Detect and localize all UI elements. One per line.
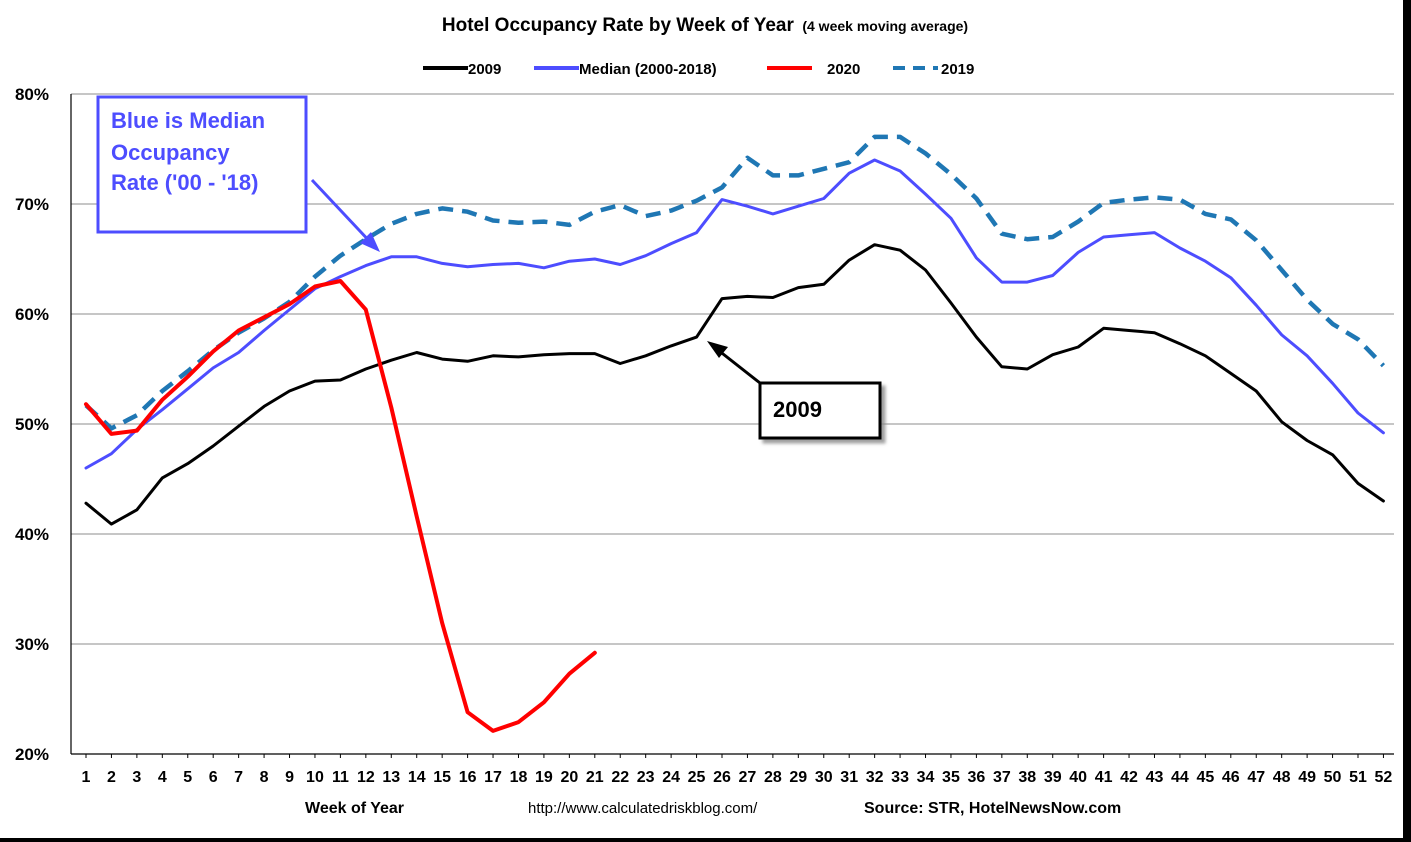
x-tick-label: 48 — [1273, 769, 1291, 786]
x-tick-label: 13 — [382, 769, 400, 786]
x-tick-label: 20 — [560, 769, 578, 786]
x-tick-label: 1 — [82, 769, 91, 786]
x-tick-label: 24 — [662, 769, 680, 786]
x-tick-label: 43 — [1146, 769, 1164, 786]
x-tick-label: 42 — [1120, 769, 1138, 786]
annotation-2009-arrow — [717, 348, 761, 385]
legend-label-median: Median (2000-2018) — [579, 61, 717, 78]
x-tick-label: 49 — [1298, 769, 1316, 786]
legend-item-median: Median (2000-2018) — [534, 61, 717, 78]
x-tick-label: 4 — [158, 769, 167, 786]
x-tick-label: 38 — [1018, 769, 1036, 786]
series-line-2019 — [84, 134, 1386, 431]
x-tick-label: 8 — [260, 769, 269, 786]
legend-label-2009: 2009 — [468, 61, 501, 78]
median-annotation: Blue is Median Occupancy Rate ('00 - '18… — [96, 95, 380, 252]
x-tick-label: 41 — [1095, 769, 1113, 786]
x-tick-label: 5 — [183, 769, 192, 786]
x-tick-label: 3 — [132, 769, 141, 786]
x-tick-label: 21 — [586, 769, 604, 786]
x-tick-label: 36 — [968, 769, 986, 786]
y-tick-label: 40% — [15, 525, 49, 544]
x-tick-label: 45 — [1196, 769, 1214, 786]
chart-title: Hotel Occupancy Rate by Week of Year (4 … — [442, 15, 968, 36]
legend: 2009 Median (2000-2018) 2020 2019 — [423, 61, 974, 78]
source-credit: Source: STR, HotelNewsNow.com — [864, 800, 1121, 817]
legend-label-2020: 2020 — [827, 61, 860, 78]
y-tick-label: 70% — [15, 195, 49, 214]
axes — [70, 94, 1394, 755]
series-lines — [84, 134, 1386, 733]
x-tick-label: 7 — [234, 769, 243, 786]
median-annotation-line-2: Occupancy — [111, 140, 230, 165]
median-annotation-text: Blue is Median Occupancy Rate ('00 - '18… — [111, 108, 271, 195]
x-tick-label: 39 — [1044, 769, 1062, 786]
x-tick-label: 18 — [510, 769, 528, 786]
source-url: http://www.calculatedriskblog.com/ — [528, 800, 758, 817]
annotation-2009: 2009 — [707, 341, 882, 440]
x-tick-label: 35 — [942, 769, 960, 786]
x-tick-label: 25 — [688, 769, 706, 786]
x-tick-label: 30 — [815, 769, 833, 786]
series-line-2020 — [84, 279, 597, 733]
y-axis-ticks: 20% 30% 40% 50% 60% 70% 80% — [15, 85, 49, 764]
annotation-2009-arrowhead — [707, 341, 728, 358]
x-tick-label: 47 — [1247, 769, 1265, 786]
x-tick-label: 10 — [306, 769, 324, 786]
annotation-2009-text: 2009 — [773, 397, 822, 422]
median-annotation-line-3: Rate ('00 - '18) — [111, 170, 258, 195]
x-tick-label: 40 — [1069, 769, 1087, 786]
y-tick-label: 60% — [15, 305, 49, 324]
x-tick-label: 29 — [789, 769, 807, 786]
x-tick-label: 51 — [1349, 769, 1367, 786]
x-tick-label: 17 — [484, 769, 502, 786]
legend-item-2009: 2009 — [423, 61, 501, 78]
y-tick-label: 50% — [15, 415, 49, 434]
x-tick-label: 12 — [357, 769, 375, 786]
x-tick-label: 28 — [764, 769, 782, 786]
chart-title-sub: (4 week moving average) — [802, 18, 968, 34]
series-line-2009 — [84, 243, 1385, 526]
median-annotation-line-1: Blue is Median — [111, 108, 265, 133]
x-tick-label: 32 — [866, 769, 884, 786]
y-tick-label: 30% — [15, 635, 49, 654]
x-tick-label: 22 — [611, 769, 629, 786]
median-annotation-arrowhead — [360, 232, 380, 252]
legend-item-2019: 2019 — [893, 61, 974, 78]
x-tick-label: 46 — [1222, 769, 1240, 786]
x-tick-label: 31 — [840, 769, 858, 786]
x-tick-label: 23 — [637, 769, 655, 786]
x-tick-label: 37 — [993, 769, 1011, 786]
annotation-2009-box — [758, 381, 882, 440]
x-tick-label: 2 — [107, 769, 116, 786]
x-tick-label: 52 — [1375, 769, 1393, 786]
x-tick-label: 33 — [891, 769, 909, 786]
x-tick-label: 27 — [739, 769, 757, 786]
x-tick-label: 26 — [713, 769, 731, 786]
grid-lines — [71, 93, 1394, 645]
median-annotation-box — [96, 95, 308, 234]
y-tick-label: 20% — [15, 745, 49, 764]
x-tick-label: 11 — [332, 769, 349, 786]
x-tick-label: 19 — [535, 769, 553, 786]
x-tick-label: 50 — [1324, 769, 1342, 786]
x-tick-label: 6 — [209, 769, 218, 786]
x-axis-ticks: 1 2 3 4 5 6 7 8 9 10 11 12 13 14 15 16 17 18 19 20 21 22 23 24 2… — [82, 754, 1393, 786]
x-tick-label: 15 — [433, 769, 451, 786]
y-tick-label: 80% — [15, 85, 49, 104]
x-tick-label: 44 — [1171, 769, 1189, 786]
x-axis-label: Week of Year — [305, 800, 404, 817]
legend-item-2020: 2020 — [767, 61, 860, 78]
x-tick-label: 9 — [285, 769, 294, 786]
legend-label-2019: 2019 — [941, 61, 974, 78]
median-annotation-arrow — [310, 178, 376, 248]
x-tick-label: 16 — [459, 769, 477, 786]
series-line-median-2000-2018 — [84, 158, 1385, 470]
chart-title-main: Hotel Occupancy Rate by Week of Year — [442, 15, 795, 36]
x-tick-label: 14 — [408, 769, 426, 786]
x-tick-label: 34 — [917, 769, 935, 786]
